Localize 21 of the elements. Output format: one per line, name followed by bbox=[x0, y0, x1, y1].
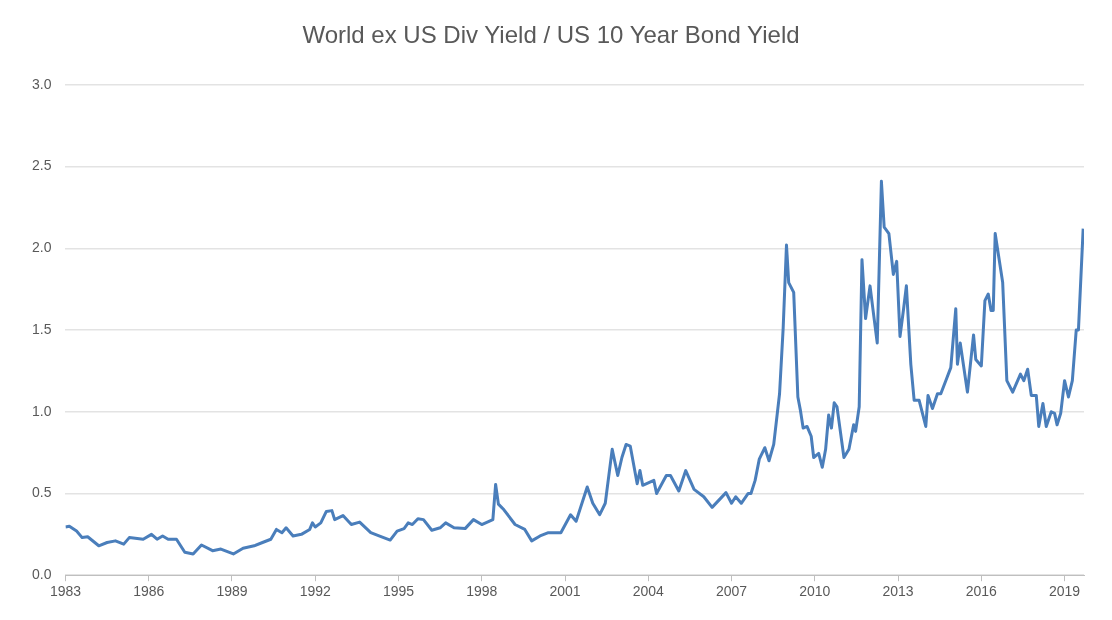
y-tick-label: 3.0 bbox=[31, 75, 52, 92]
x-tick-label: 1992 bbox=[299, 583, 332, 600]
x-tick-label: 2004 bbox=[632, 583, 665, 600]
x-tick-label: 2019 bbox=[1048, 583, 1081, 600]
x-tick-label: 1986 bbox=[133, 583, 165, 600]
y-tick-label: 1.0 bbox=[31, 402, 52, 419]
y-tick-label: 1.5 bbox=[31, 320, 52, 337]
y-tick-label: 0.5 bbox=[31, 484, 52, 501]
x-tick-label: 2001 bbox=[549, 583, 581, 600]
y-tick-label: 2.0 bbox=[31, 239, 52, 256]
x-tick-label: 2016 bbox=[965, 583, 998, 600]
x-tick-label: 1995 bbox=[382, 583, 415, 600]
x-tick-label: 2007 bbox=[715, 583, 748, 600]
chart-title: World ex US Div Yield / US 10 Year Bond Yield bbox=[302, 21, 800, 49]
x-tick-label: 1989 bbox=[216, 583, 248, 600]
x-tick-label: 2010 bbox=[799, 583, 831, 600]
x-tick-label: 2013 bbox=[882, 583, 914, 600]
x-tick-label: 1983 bbox=[49, 583, 82, 600]
y-tick-label: 0.0 bbox=[31, 566, 52, 583]
y-tick-label: 2.5 bbox=[31, 157, 52, 174]
x-tick-label: 1998 bbox=[466, 583, 498, 600]
